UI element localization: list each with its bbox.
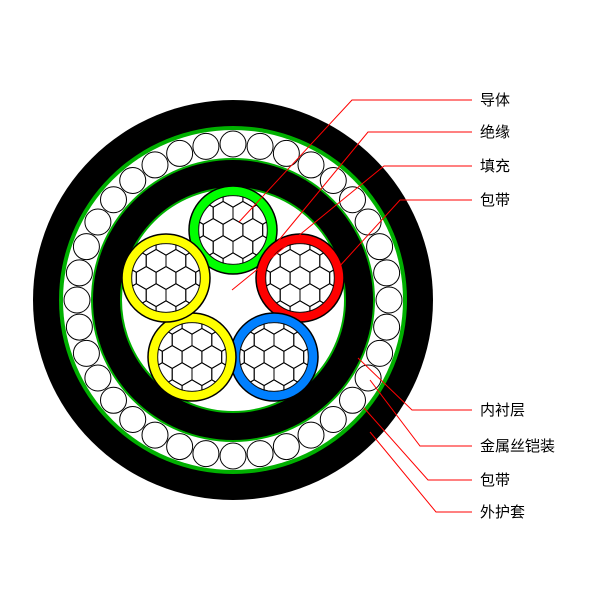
diagram-label-0: 导体 xyxy=(480,89,510,110)
diagram-label-3: 包带 xyxy=(480,189,510,210)
diagram-label-4: 内衬层 xyxy=(480,399,525,420)
diagram-label-1: 绝缘 xyxy=(480,121,510,142)
diagram-label-5: 金属丝铠装 xyxy=(480,435,555,456)
diagram-label-7: 外护套 xyxy=(480,501,525,522)
diagram-label-2: 填充 xyxy=(480,155,510,176)
diagram-label-6: 包带 xyxy=(480,469,510,490)
